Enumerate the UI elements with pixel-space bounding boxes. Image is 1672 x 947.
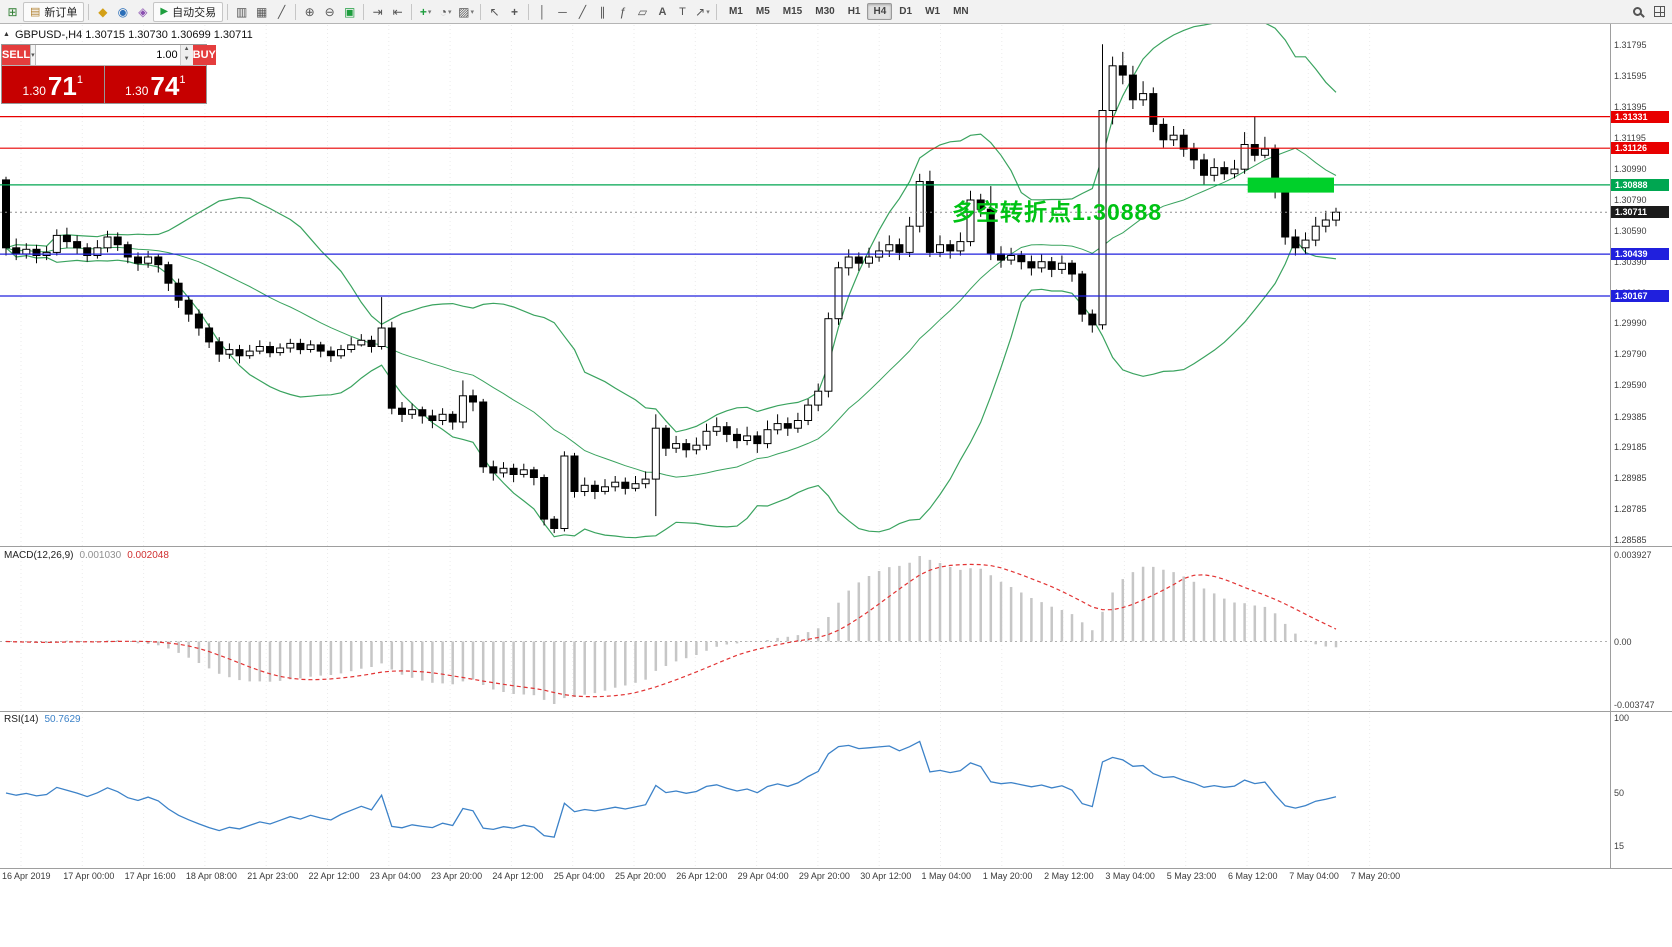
zoom-in-icon[interactable]: ⊕ [304, 4, 315, 19]
new-chart-icon[interactable]: ⊞ [7, 4, 18, 19]
toolbar-divider [479, 3, 481, 20]
order-type-dropdown[interactable]: ▾ [30, 45, 36, 65]
trendline-icon[interactable]: ╱ [578, 4, 587, 19]
tile-windows-icon[interactable]: ▣ [343, 4, 356, 19]
toolbar-divider [88, 3, 90, 20]
lot-size-field: ▲ ▼ [35, 45, 193, 65]
timeframe-m30[interactable]: M30 [815, 6, 835, 17]
stepper-up-icon[interactable]: ▲ [180, 45, 193, 55]
navigator-icon[interactable]: ◈ [138, 4, 148, 19]
text-icon[interactable]: A [658, 5, 667, 18]
rsi-name: RSI(14) [4, 714, 39, 725]
panel-splitter[interactable] [0, 546, 1672, 547]
sell-price-sup: 1 [76, 74, 83, 86]
sell-button[interactable]: SELL [2, 45, 31, 65]
indicators-button[interactable]: + ▾ [416, 2, 435, 22]
sell-price-big: 71 [47, 71, 77, 101]
zoom-out-icon[interactable]: ⊖ [324, 4, 335, 19]
collapse-triangle-icon[interactable]: ▲ [3, 31, 10, 38]
chart-annotation: 多空转折点1.30888 [952, 199, 1163, 225]
cursor-icon[interactable]: ↖ [489, 4, 500, 19]
arrows-icon: ↗ [695, 4, 706, 19]
magnifier-glyph [1633, 7, 1642, 16]
autotrading-label: 自动交易 [172, 6, 217, 19]
buy-button[interactable]: BUY [192, 45, 216, 65]
templates-icon: ▨ [458, 4, 470, 19]
shapes-icon[interactable]: ▱ [637, 4, 648, 19]
templates-button[interactable]: ▨ ▾ [456, 2, 476, 22]
autotrading-play-icon: ▶ [160, 6, 169, 17]
sell-price-prefix: 1.30 [22, 84, 46, 98]
timeframe-mn[interactable]: MN [953, 6, 969, 17]
new-order-icon: ▤ [30, 6, 41, 18]
label-icon[interactable]: T [679, 5, 686, 18]
rsi-indicator-label: RSI(14) 50.7629 [4, 714, 81, 725]
toolbar-divider [411, 3, 413, 20]
line-chart-icon[interactable]: ╱ [277, 4, 286, 19]
one-click-trading-panel: SELL ▾ ▲ ▼ BUY 1.30 71 1 1.30 74 1 [1, 44, 216, 104]
layout-icon[interactable] [1650, 2, 1669, 22]
timeframe-m1[interactable]: M1 [728, 6, 743, 17]
search-icon[interactable] [1630, 2, 1649, 22]
stepper-down-icon[interactable]: ▼ [180, 55, 193, 65]
toolbar-divider [527, 3, 529, 20]
buy-price-prefix: 1.30 [125, 84, 149, 98]
timeframe-h1[interactable]: H1 [847, 6, 861, 17]
channel-icon[interactable]: ∥ [599, 4, 606, 19]
panel-splitter[interactable] [0, 711, 1672, 712]
indicators-icon: + [419, 4, 427, 19]
new-order-label: 新订单 [44, 6, 78, 19]
chevron-down-icon: ▾ [470, 8, 474, 16]
price-scale-separator [1610, 24, 1611, 869]
lot-size-input[interactable] [35, 45, 180, 65]
axis-separator [0, 868, 1672, 869]
buy-price-sup: 1 [179, 74, 186, 86]
window-grid-glyph [1654, 6, 1665, 17]
rsi-value: 50.7629 [44, 714, 81, 725]
lot-size-stepper: ▲ ▼ [179, 45, 193, 65]
toolbar-divider [363, 3, 365, 20]
fibonacci-icon[interactable]: ƒ [619, 4, 626, 19]
periods-button[interactable]: ◔ ▾ [436, 2, 455, 22]
autotrading-button[interactable]: ▶ 自动交易 [153, 1, 224, 22]
timeframe-h4[interactable]: H4 [867, 3, 893, 20]
chart-shift-icon[interactable]: ⇤ [392, 4, 403, 19]
chevron-down-icon: ▾ [706, 8, 710, 16]
vertical-line-icon[interactable]: │ [538, 4, 547, 19]
market-watch-icon[interactable]: ◉ [117, 4, 129, 19]
sell-price-tile[interactable]: 1.30 71 1 [2, 66, 104, 103]
profiles-icon[interactable]: ◆ [98, 4, 108, 19]
timeframe-m5[interactable]: M5 [755, 6, 770, 17]
macd-indicator-label: MACD(12,26,9) 0.001030 0.002048 [4, 550, 169, 561]
timeframe-d1[interactable]: D1 [899, 6, 913, 17]
timeframe-m15[interactable]: M15 [782, 6, 803, 17]
crosshair-icon[interactable]: + [510, 4, 518, 19]
timeframe-w1[interactable]: W1 [925, 6, 941, 17]
toolbar-divider [715, 3, 717, 20]
macd-signal-value: 0.002048 [127, 550, 169, 561]
horizontal-line-icon[interactable]: ─ [558, 4, 567, 19]
macd-main-value: 0.001030 [79, 550, 122, 561]
buy-price-big: 74 [150, 71, 180, 101]
arrows-button[interactable]: ↗ ▾ [693, 2, 712, 22]
candlestick-chart-icon[interactable]: ▦ [255, 4, 268, 19]
toolbar-divider [295, 3, 297, 20]
bars-chart-icon[interactable]: ▥ [235, 4, 248, 19]
toolbar: ⊞ ▤ 新订单 ◆ ◉ ◈ ▶ 自动交易 ▥ ▦ ╱ ⊕ ⊖ ▣ ⇥ ⇤ + ▾… [0, 0, 1672, 24]
chevron-down-icon: ▾ [447, 8, 452, 16]
chevron-down-icon: ▾ [427, 8, 432, 16]
buy-price-tile[interactable]: 1.30 74 1 [104, 66, 206, 103]
timeframe-group: M1 M5 M15 M30 H1 H4 D1 W1 MN [723, 3, 975, 20]
macd-name: MACD(12,26,9) [4, 550, 74, 561]
toolbar-divider [227, 3, 229, 20]
auto-scroll-icon[interactable]: ⇥ [372, 4, 383, 19]
new-order-button[interactable]: ▤ 新订单 [23, 1, 85, 22]
symbol-ohlc-header: GBPUSD-,H4 1.30715 1.30730 1.30699 1.307… [15, 29, 253, 41]
periods-icon: ◔ [439, 4, 447, 19]
